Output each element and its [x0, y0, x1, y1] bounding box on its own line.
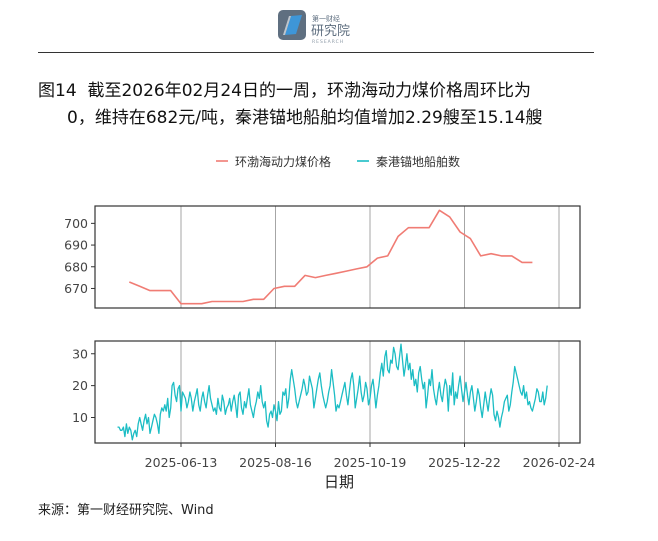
x-tick-label: 2025-12-22 — [428, 455, 501, 470]
figure-title-line1: 截至2026年02月24日的一周，环渤海动力煤价格周环比为 — [87, 81, 531, 101]
x-axis: 2025-06-13 2025-08-16 2025-10-19 2025-12-22… — [145, 443, 596, 470]
figure-title-line2: 0，维持在682元/吨，秦港锚地船舶均值增加2.29艘至15.14艘 — [67, 108, 543, 128]
series-line-ship-count — [117, 343, 548, 441]
legend-label-ships: 秦港锚地船舶数 — [376, 154, 460, 169]
brand-logo-icon: 第一财经 研究院 RESEARCH — [278, 10, 350, 45]
logo-text-main: 研究院 — [311, 24, 350, 39]
y-tick-label: 680 — [64, 259, 88, 274]
y-tick-label: 30 — [72, 346, 88, 361]
panel-ship-count: 10 20 30 — [72, 340, 581, 444]
legend-label-coal: 环渤海动力煤价格 — [235, 154, 331, 169]
x-tick-label: 2025-06-13 — [145, 455, 218, 470]
source-note: 来源：第一财经研究院、Wind — [38, 503, 214, 518]
panel-frame — [94, 205, 581, 309]
y-tick-label: 10 — [72, 410, 88, 425]
x-tick-label: 2025-10-19 — [334, 455, 407, 470]
header-logo: 第一财经 研究院 RESEARCH — [276, 8, 386, 46]
y-tick-label: 670 — [64, 281, 88, 296]
y-tick-label: 700 — [64, 216, 88, 231]
y-tick-label: 20 — [72, 378, 88, 393]
logo-text-top: 第一财经 — [312, 14, 340, 23]
x-axis-label: 日期 — [324, 473, 354, 491]
header-divider — [38, 52, 594, 53]
figure-label: 图14 — [38, 81, 77, 101]
x-tick-label: 2025-08-16 — [239, 455, 312, 470]
figure-title: 图14 截至2026年02月24日的一周，环渤海动力煤价格周环比为 0，维持在6… — [38, 78, 628, 132]
chart-legend: 环渤海动力煤价格 秦港锚地船舶数 — [216, 154, 460, 169]
logo-text-sub: RESEARCH — [312, 39, 344, 45]
x-tick-label: 2026-02-24 — [523, 455, 596, 470]
series-line-coal-price — [128, 209, 533, 305]
panel-frame — [94, 340, 581, 444]
panel-coal-price: 670 680 690 700 — [64, 205, 581, 309]
y-tick-label: 690 — [64, 238, 88, 253]
